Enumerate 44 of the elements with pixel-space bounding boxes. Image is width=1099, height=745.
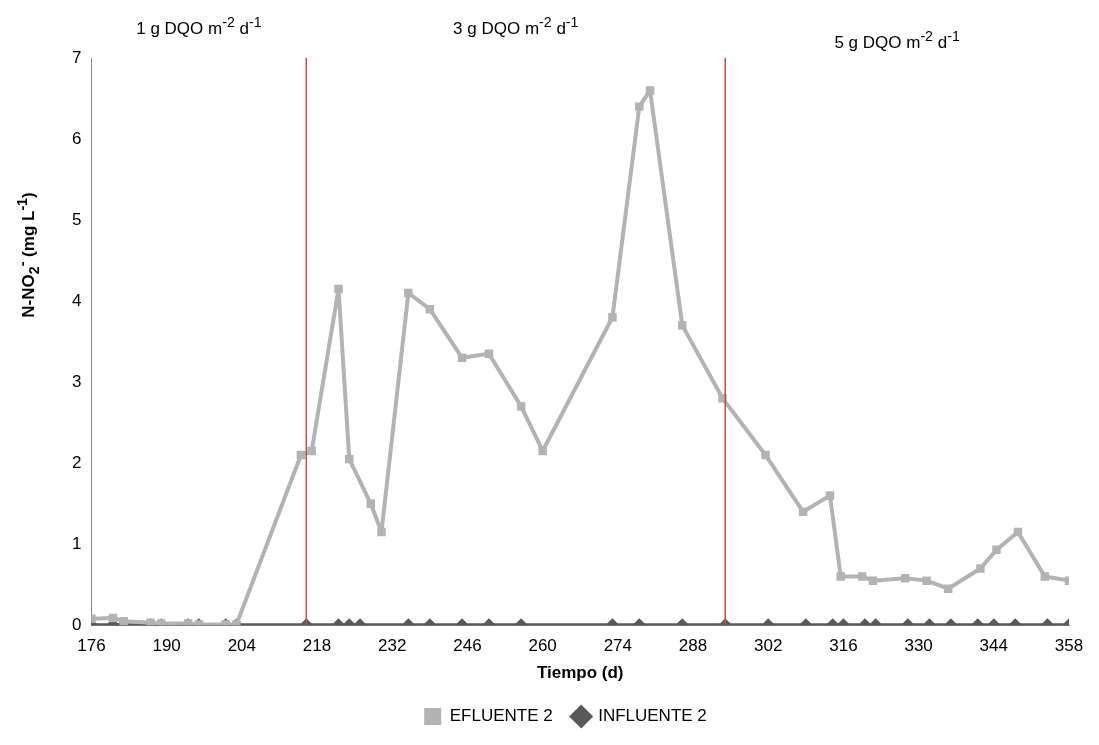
x-tick-label: 302 <box>754 636 783 656</box>
point <box>608 313 617 322</box>
legend-label: INFLUENTE 2 <box>598 706 707 726</box>
text: 1 g DQO m$^{-2}$ d$^{-1}$ <box>136 14 262 39</box>
text: 5 g DQO m$^{-2}$ d$^{-1}$ <box>834 28 960 53</box>
point <box>345 454 354 464</box>
y-tick-label: 0 <box>71 614 82 634</box>
x-axis-title: Tiempo (d) <box>536 663 624 683</box>
point <box>868 576 878 585</box>
point <box>992 545 1001 555</box>
point <box>334 284 343 294</box>
point <box>761 450 770 460</box>
y-tick-label: 6 <box>71 128 82 148</box>
point <box>678 321 687 330</box>
x-tick-label: 176 <box>77 636 106 656</box>
x-tick-label: 330 <box>904 636 933 656</box>
x-tick-label: 274 <box>603 636 633 656</box>
x-tick-label: 232 <box>378 636 407 656</box>
y-tick-label: 5 <box>71 209 82 229</box>
x-tick-label: 246 <box>453 636 482 656</box>
x-tick-label: 218 <box>302 636 332 656</box>
y-tick-label: 3 <box>71 371 82 391</box>
x-tick-label: 288 <box>678 636 708 656</box>
point <box>377 527 386 537</box>
x-tick-label: 190 <box>152 636 181 656</box>
text: 3 g DQO m$^{-2}$ d$^{-1}$ <box>453 14 579 39</box>
y-tick-label: 2 <box>71 452 82 472</box>
point <box>516 402 526 411</box>
y-tick-label: 1 <box>71 533 82 553</box>
x-tick-label: 260 <box>528 636 557 656</box>
x-tick-label: 316 <box>829 636 858 656</box>
y-tick-label: 7 <box>71 47 82 67</box>
point <box>404 288 413 298</box>
point <box>922 576 931 585</box>
x-tick-label: 204 <box>227 636 257 656</box>
point <box>307 446 316 456</box>
y-tick-label: 4 <box>71 290 82 310</box>
x-tick-label: 358 <box>1054 636 1084 656</box>
legend-label: EFLUENTE 2 <box>449 706 553 726</box>
x-tick-label: 344 <box>979 636 1008 656</box>
point <box>538 446 547 456</box>
point <box>825 491 835 500</box>
point <box>943 584 953 593</box>
point <box>366 499 375 508</box>
